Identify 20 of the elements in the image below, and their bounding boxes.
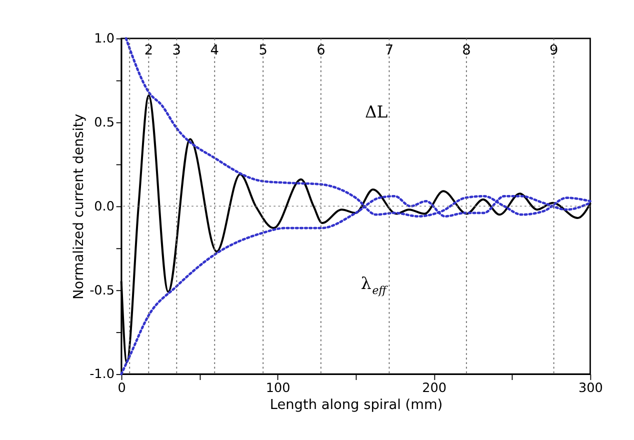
y-tick-label: -0.5: [90, 283, 114, 298]
x-tick-label: 100: [266, 380, 290, 396]
y-tick-label: 1.0: [94, 31, 114, 46]
y-axis-title: Normalized current density: [71, 114, 88, 300]
y-tick-label: 0.0: [94, 199, 114, 214]
annotation: 9: [549, 42, 558, 59]
annotation: 4: [210, 42, 219, 59]
x-axis-title: Length along spiral (mm): [270, 397, 443, 414]
annotation: 6: [316, 42, 326, 59]
annotation: 5: [258, 42, 268, 59]
annotation: 3: [172, 42, 182, 59]
y-tick-label: 0.5: [94, 115, 114, 130]
x-tick-label: 0: [118, 380, 126, 396]
annotation: 2: [144, 42, 154, 59]
annotation: 8: [462, 42, 471, 59]
x-tick-label: 200: [422, 380, 447, 396]
annotation: 7: [384, 42, 394, 59]
x-tick-label: 300: [578, 380, 603, 396]
y-tick-label: -1.0: [90, 367, 114, 382]
annotation: ΔL: [364, 102, 388, 122]
